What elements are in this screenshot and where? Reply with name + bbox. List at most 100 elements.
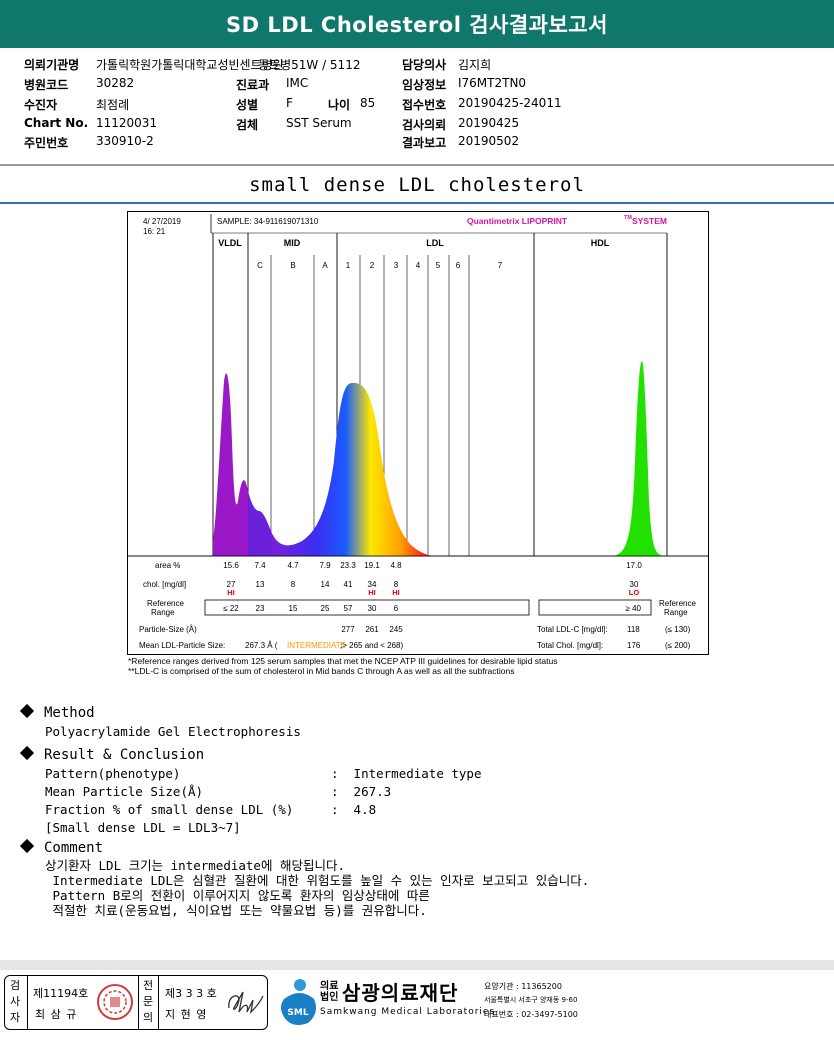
receipt-label: 접수번호	[402, 98, 447, 112]
footer-divider	[0, 960, 834, 970]
method-section: Method Polyacrylamide Gel Electrophoresi…	[19, 703, 301, 741]
result-line: Mean Particle Size(Å) : 267.3	[45, 784, 392, 799]
mean-size-type: INTERMEDIATE	[287, 641, 346, 650]
patient-info: 의뢰기관명 가톨릭학원가톨릭대학교성빈센트병원 동트병51W / 5112 병원…	[0, 48, 834, 166]
chart-date: 4/ 27/2019	[143, 217, 181, 226]
total-ldl-ref: (≤ 130)	[665, 625, 691, 634]
group-label-vldl: VLDL	[218, 238, 242, 248]
org-address: 서울특별시 서초구 양재동 9-60	[484, 996, 578, 1004]
mean-size-label: Mean LDL-Particle Size:	[139, 641, 225, 650]
chart-frame	[127, 211, 709, 655]
total-chol-ref: (≤ 200)	[665, 641, 691, 650]
specimen-label: 검체	[236, 118, 259, 132]
result-line: Pattern(phenotype) : Intermediate type	[45, 766, 482, 781]
chart-time: 16: 21	[143, 227, 166, 236]
clinical-value: I76MT2TN0	[458, 76, 527, 90]
chol-flag: HI	[227, 588, 235, 597]
ref-label-right-1: Reference	[659, 599, 696, 608]
request-value: 20190425	[458, 116, 520, 130]
band-label: 1	[346, 261, 351, 270]
ref-value: 25	[321, 604, 330, 613]
method-heading: Method	[44, 705, 95, 721]
signature-box: 검사자 제11194호 최 삼 규 전문의 제3 3 3 호 지 현 영	[4, 975, 268, 1030]
particle-size-value: 245	[389, 625, 403, 634]
band-label: A	[322, 261, 328, 270]
ref-box-ldl	[204, 599, 530, 616]
ref-value: 23	[256, 604, 265, 613]
patient-label: 수진자	[24, 98, 58, 112]
ref-value: 6	[394, 604, 399, 613]
specialist-label: 전문의	[142, 979, 154, 1024]
chol-value: 41	[344, 580, 353, 589]
comment-heading: Comment	[44, 840, 104, 856]
institution-code: 요양기관 : 11365200	[484, 982, 562, 991]
mean-size-value: 267.3 Å (	[245, 641, 278, 650]
area-row-label: area %	[155, 561, 180, 570]
diamond-bullet-icon	[19, 838, 35, 854]
comment-section: Comment 상기환자 LDL 크기는 intermediate에 해당됩니다…	[19, 838, 589, 918]
group-label-ldl: LDL	[426, 238, 444, 248]
method-text: Polyacrylamide Gel Electrophoresis	[45, 724, 301, 739]
chart-label: Chart No.	[24, 116, 89, 130]
subtitle: small dense LDL cholesterol	[249, 174, 585, 196]
resident-label: 주민번호	[24, 136, 69, 150]
ref-value: ≥ 40	[625, 604, 641, 613]
org-kind: 의료법인	[320, 981, 339, 1003]
request-label: 검사의뢰	[402, 118, 447, 132]
ref-value: 57	[344, 604, 353, 613]
examiner-label: 검사자	[9, 979, 21, 1024]
particle-size-label: Particle-Size (Å)	[139, 625, 197, 634]
doctor-label: 담당의사	[402, 58, 447, 72]
hdl-peak	[611, 361, 667, 556]
ref-value: ≤ 22	[223, 604, 239, 613]
chol-flag: HI	[368, 588, 376, 597]
area-value: 17.0	[626, 561, 642, 570]
total-ldl-value: 118	[627, 625, 640, 634]
chart-system-tm: TM	[624, 215, 632, 221]
ref-label-1: Reference	[147, 599, 184, 608]
result-section: Result & Conclusion Pattern(phenotype) :…	[19, 745, 482, 837]
chol-flag: HI	[392, 588, 400, 597]
examiner-name: 최 삼 규	[35, 1008, 78, 1021]
age-value: 85	[360, 96, 376, 110]
chart-system-suffix: SYSTEM	[632, 216, 667, 226]
institution-label: 의뢰기관명	[24, 58, 80, 72]
band-label: 4	[416, 261, 421, 270]
specimen-value: SST Serum	[286, 116, 352, 130]
org-name: 삼광의료재단	[342, 981, 459, 1005]
org-phone: 대표번호 : 02-3497-5100	[484, 1010, 578, 1019]
hospital-code-value: 30282	[96, 76, 135, 90]
ref-label-right-2: Range	[664, 608, 688, 617]
chol-row-label: chol. [mg/dl]	[143, 580, 186, 589]
chol-value: 14	[321, 580, 330, 589]
report-label: 결과보고	[402, 136, 447, 150]
note-2: **LDL-C is comprised of the sum of chole…	[128, 666, 515, 676]
clinical-label: 임상정보	[402, 78, 447, 92]
area-value: 23.3	[340, 561, 356, 570]
receipt-value: 20190425-24011	[458, 96, 562, 110]
chol-value: 13	[256, 580, 265, 589]
chol-value: 34	[368, 580, 377, 589]
band-label: 2	[370, 261, 375, 270]
diamond-bullet-icon	[19, 703, 35, 719]
band-label: 3	[394, 261, 399, 270]
comment-line: 적절한 치료(운동요법, 식이요법 또는 약물요법 등)를 권유합니다.	[45, 903, 427, 918]
specialist-name: 지 현 영	[165, 1008, 208, 1021]
dept-value: IMC	[286, 76, 309, 90]
chart-sample: SAMPLE: 34-911619071310	[217, 217, 319, 226]
total-chol-label: Total Chol. [mg/dl]:	[537, 641, 603, 650]
sml-logo-icon: SML	[281, 979, 316, 1025]
ref-label-2: Range	[151, 608, 175, 617]
ref-box-hdl	[538, 599, 652, 616]
group-label-mid: MID	[284, 238, 301, 248]
chol-value: 30	[630, 580, 639, 589]
band-label: 5	[436, 261, 441, 270]
lab-logo-block: SML 의료법인 삼광의료재단 Samkwang Medical Laborat…	[272, 975, 832, 1030]
doctor-value: 김지희	[458, 58, 492, 72]
mean-size-range: ;> 265 and < 268)	[340, 641, 404, 650]
band-label: B	[290, 261, 295, 270]
signature-icon	[228, 991, 264, 1014]
patient-value: 최점례	[96, 98, 130, 112]
sml-logo-text: SML	[287, 1008, 308, 1018]
